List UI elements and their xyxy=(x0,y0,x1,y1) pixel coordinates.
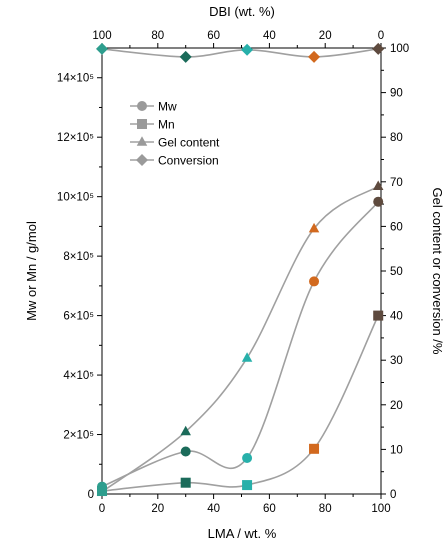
y2-axis-title: Gel content or conversion /% xyxy=(430,188,445,355)
fit-curve xyxy=(101,315,379,492)
y2-tick-label: 100 xyxy=(390,43,409,55)
fit-curve xyxy=(101,48,379,58)
x-tick-label: 40 xyxy=(207,503,220,515)
x2-axis-title: DBI (wt. %) xyxy=(209,4,275,19)
mw-point xyxy=(180,446,191,457)
y2-tick-label: 20 xyxy=(390,400,403,412)
legend: Mw Mn Gel content Conversion xyxy=(130,100,220,168)
gel-content-point xyxy=(372,180,384,191)
y2-tick-label: 50 xyxy=(390,266,403,278)
x2-tick-label: 80 xyxy=(151,30,164,42)
mw-point xyxy=(309,276,320,287)
mn-point xyxy=(373,310,384,321)
y-axis-title: Mw or Mn / g/mol xyxy=(24,221,39,321)
y2-tick-label: 60 xyxy=(390,221,403,233)
y2-tick-label: 80 xyxy=(390,132,403,144)
x-tick-label: 20 xyxy=(151,503,164,515)
fit-curve xyxy=(101,201,379,488)
conversion-point xyxy=(372,42,385,55)
y2-tick-label: 30 xyxy=(390,355,403,367)
y-tick-label: 8×10⁵ xyxy=(63,251,94,263)
conversion-point xyxy=(308,50,321,63)
y-tick-label: 4×10⁵ xyxy=(63,370,94,382)
gel-content-point xyxy=(96,486,108,496)
y-tick-label: 10×10⁵ xyxy=(57,192,94,204)
mn-point xyxy=(242,480,253,491)
conversion-point xyxy=(96,42,108,55)
mn-point xyxy=(309,443,320,454)
y2-tick-label: 0 xyxy=(390,489,396,501)
x-tick-label: 0 xyxy=(99,503,105,515)
plot-frame xyxy=(101,47,382,495)
conversion-point xyxy=(241,43,254,56)
x-axis-title: LMA / wt. % xyxy=(208,526,277,541)
y-tick-label: 6×10⁵ xyxy=(63,311,94,323)
legend-label: Gel content xyxy=(158,136,220,150)
gel-content-point xyxy=(180,425,191,436)
x2-tick-label: 60 xyxy=(207,30,220,42)
x-tick-label: 60 xyxy=(263,503,276,515)
legend-label: Mn xyxy=(158,118,175,132)
x-tick-label: 80 xyxy=(319,503,332,515)
legend-label: Conversion xyxy=(158,154,219,168)
y-tick-label: 14×10⁵ xyxy=(57,73,94,85)
fit-curve xyxy=(101,185,379,493)
y-tick-label: 0 xyxy=(88,489,94,501)
conversion-point xyxy=(179,50,192,63)
mw-point xyxy=(242,453,253,464)
data-points xyxy=(96,42,385,497)
gel-content-point xyxy=(308,222,320,233)
x2-tick-label: 40 xyxy=(263,30,276,42)
y2-tick-label: 70 xyxy=(390,177,403,189)
mw-point xyxy=(373,196,384,207)
legend-label: Mw xyxy=(158,100,177,114)
y-tick-label: 12×10⁵ xyxy=(57,132,94,144)
x-tick-label: 100 xyxy=(371,503,390,515)
legend-marker xyxy=(137,101,147,111)
x2-tick-label: 100 xyxy=(92,30,111,42)
x2-tick-label: 0 xyxy=(378,30,384,42)
y2-tick-label: 10 xyxy=(390,444,403,456)
legend-marker xyxy=(136,136,148,146)
legend-marker xyxy=(137,119,147,129)
y2-tick-label: 90 xyxy=(390,88,403,100)
x2-tick-label: 20 xyxy=(319,30,332,42)
fit-curves xyxy=(101,48,379,493)
mn-point xyxy=(180,477,191,488)
legend-marker xyxy=(136,154,148,166)
y2-tick-label: 40 xyxy=(390,311,403,323)
y-tick-label: 2×10⁵ xyxy=(63,430,94,442)
gel-content-point xyxy=(241,352,253,362)
